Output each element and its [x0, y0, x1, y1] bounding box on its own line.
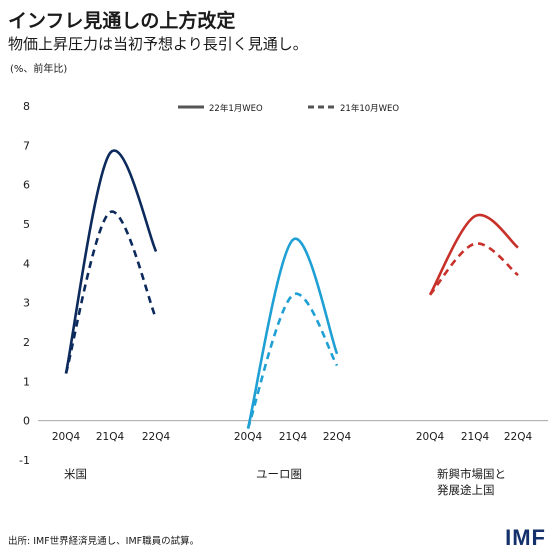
series-line-jan22 — [64, 149, 158, 374]
imf-logo: IMF — [505, 525, 546, 550]
x-tick-label: 21Q4 — [96, 431, 125, 443]
y-tick-label: 0 — [23, 415, 30, 428]
x-tick-label: 22Q4 — [504, 431, 533, 443]
chart-title: インフレ見通しの上方改定 — [8, 10, 236, 32]
x-tick-label: 21Q4 — [279, 431, 308, 443]
y-tick-label: 5 — [23, 218, 30, 231]
x-tick-label: 21Q4 — [461, 431, 490, 443]
y-tick-label: 8 — [23, 100, 30, 113]
series-line-jan22 — [246, 237, 339, 429]
legend-label-solid: 22年1月WEO — [209, 103, 263, 114]
chart-subtitle: 物価上昇圧力は当初予想より長引く見通し。 — [8, 35, 308, 53]
units-label: (%、前年比) — [10, 64, 68, 75]
y-tick-label: 1 — [23, 375, 30, 388]
y-tick-label: 7 — [23, 139, 30, 152]
x-tick-label: 20Q4 — [234, 431, 263, 443]
legend-label-dashed: 21年10月WEO — [340, 103, 399, 114]
series-line-oct21 — [428, 242, 519, 296]
region-label: 米国 — [64, 467, 87, 481]
x-tick-label: 20Q4 — [52, 431, 81, 443]
y-tick-label: 6 — [23, 179, 30, 192]
region-label: 新興市場国と — [437, 467, 506, 481]
source-note: 出所: IMF世界経済見通し、IMF職員の試算。 — [8, 536, 200, 547]
region-label: 発展途上国 — [437, 483, 495, 497]
y-tick-label: 2 — [23, 336, 30, 349]
region-label: ユーロ圏 — [256, 467, 302, 481]
y-tick-label: 3 — [23, 297, 30, 310]
x-tick-label: 22Q4 — [142, 431, 171, 443]
series-line-jan22 — [428, 213, 519, 296]
y-tick-label: -1 — [19, 454, 30, 467]
x-tick-label: 22Q4 — [323, 431, 352, 443]
x-tick-label: 20Q4 — [416, 431, 445, 443]
y-tick-label: 4 — [23, 257, 30, 270]
